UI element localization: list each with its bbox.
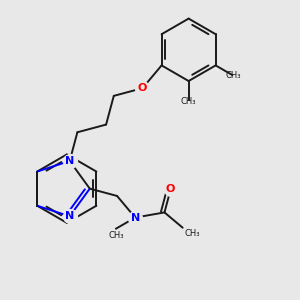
Text: CH₃: CH₃ <box>108 231 124 240</box>
Text: N: N <box>65 211 74 221</box>
Text: CH₃: CH₃ <box>181 97 197 106</box>
Text: N: N <box>130 213 140 223</box>
Text: CH₃: CH₃ <box>184 229 200 238</box>
Text: CH₃: CH₃ <box>225 71 241 80</box>
Text: O: O <box>166 184 175 194</box>
Text: N: N <box>65 156 74 166</box>
Text: O: O <box>138 83 147 93</box>
